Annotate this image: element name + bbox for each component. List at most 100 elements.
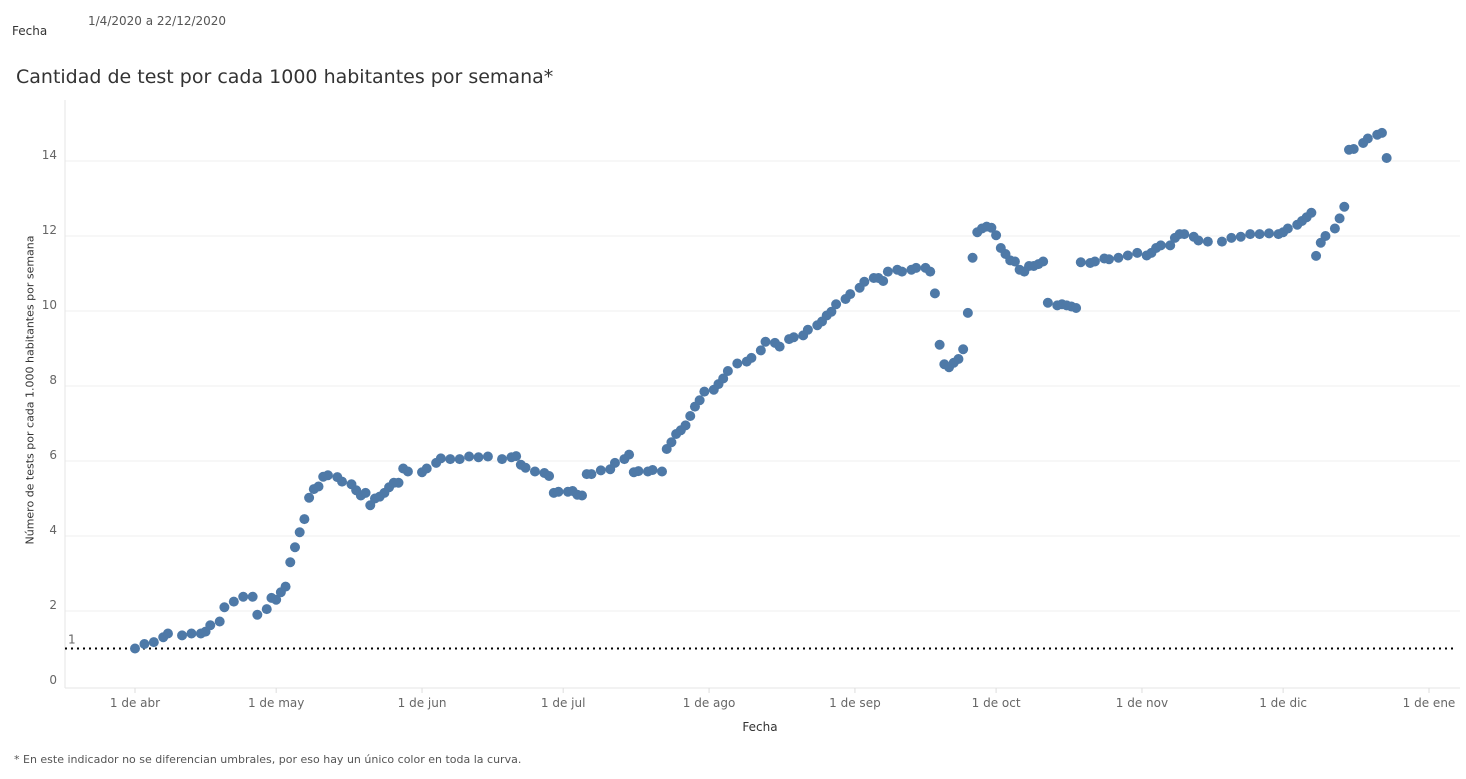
data-point: [1235, 231, 1246, 242]
data-point: [1042, 297, 1053, 308]
data-point: [177, 630, 188, 641]
data-point: [1381, 153, 1392, 163]
x-tick-label: 1 de ago: [683, 696, 736, 710]
data-point: [1122, 250, 1133, 261]
data-point: [271, 594, 282, 605]
data-point: [360, 487, 371, 498]
data-point: [445, 454, 456, 465]
data-point: [680, 420, 691, 431]
data-point: [722, 366, 733, 376]
data-point: [1348, 144, 1359, 154]
data-point: [511, 451, 522, 462]
data-point: [1104, 254, 1115, 265]
data-point: [657, 466, 668, 477]
data-point: [214, 616, 225, 627]
data-point: [1376, 127, 1387, 138]
x-axis-title: Fecha: [742, 720, 778, 734]
data-point: [958, 344, 969, 355]
data-point: [337, 476, 348, 487]
reference-line-label: 1: [68, 633, 76, 647]
data-point: [435, 453, 446, 464]
data-point: [647, 465, 658, 475]
data-point: [148, 637, 159, 648]
data-point: [831, 299, 842, 310]
data-point: [1311, 250, 1322, 261]
data-point: [553, 486, 564, 497]
filter-label: Fecha: [12, 24, 48, 38]
chart-title: Cantidad de test por cada 1000 habitante…: [16, 66, 554, 88]
data-point: [1245, 229, 1256, 240]
y-tick-label: 10: [42, 298, 57, 312]
y-tick-label: 6: [49, 448, 57, 462]
data-point: [788, 332, 799, 343]
data-point: [624, 449, 635, 460]
data-point: [299, 514, 310, 525]
data-point: [289, 542, 300, 553]
x-ticks: 1 de abr 1 de may 1 de jun 1 de jul 1 de ago…: [110, 688, 1455, 710]
data-point: [1202, 236, 1213, 247]
data-point: [699, 386, 710, 397]
data-point: [802, 324, 813, 335]
data-point: [859, 276, 870, 287]
x-tick-label: 1 de nov: [1116, 696, 1168, 710]
data-point: [755, 345, 766, 356]
data-point: [633, 466, 644, 477]
data-point: [186, 628, 197, 639]
data-point: [1216, 236, 1227, 247]
footnote: * En este indicador no se diferencian um…: [14, 753, 522, 766]
y-tick-label: 2: [49, 598, 57, 612]
data-point: [219, 602, 230, 613]
data-point: [760, 336, 771, 347]
data-point: [421, 463, 432, 474]
data-point: [878, 276, 889, 286]
y-tick-label: 0: [49, 673, 57, 687]
data-point: [1193, 235, 1204, 246]
y-tick-label: 4: [49, 523, 57, 537]
data-point: [577, 490, 588, 501]
data-point: [746, 352, 757, 363]
data-point: [130, 643, 140, 654]
data-point: [454, 454, 465, 465]
data-point: [1165, 240, 1176, 251]
data-point: [1306, 207, 1317, 218]
data-point: [247, 591, 258, 602]
x-tick-label: 1 de jul: [541, 696, 586, 710]
data-point: [967, 252, 978, 263]
data-point: [845, 289, 856, 300]
data-point: [911, 262, 922, 273]
data-point: [953, 354, 964, 364]
data-point: [285, 557, 296, 568]
x-tick-label: 1 de abr: [110, 696, 160, 710]
data-point: [1329, 223, 1340, 234]
data-point: [162, 628, 173, 639]
data-point: [1038, 256, 1049, 267]
y-tick-label: 8: [49, 373, 57, 387]
y-axis-title: Número de tests por cada 1.000 habitante…: [23, 235, 37, 545]
data-point: [991, 230, 1002, 241]
data-point: [139, 639, 150, 649]
data-point: [595, 465, 606, 476]
reference-line-group: 1: [65, 633, 1455, 650]
data-point: [1155, 240, 1166, 251]
data-point: [1264, 228, 1275, 239]
data-point: [1113, 252, 1124, 263]
data-point: [1179, 229, 1190, 240]
data-point: [609, 457, 620, 468]
data-point: [322, 470, 333, 481]
data-point: [238, 591, 249, 602]
data-point: [1132, 247, 1143, 258]
x-tick-label: 1 de jun: [398, 696, 447, 710]
data-point: [393, 477, 404, 488]
data-point: [304, 492, 315, 503]
data-point: [473, 452, 484, 463]
data-point: [497, 454, 508, 465]
data-point: [402, 466, 413, 477]
date-range-filter[interactable]: 1/4/2020 a 22/12/2020: [88, 14, 227, 28]
data-point: [1362, 133, 1373, 144]
data-points: [130, 127, 1392, 654]
data-point: [925, 266, 936, 277]
data-point: [666, 437, 677, 448]
data-point: [882, 266, 893, 277]
data-point: [482, 451, 493, 462]
